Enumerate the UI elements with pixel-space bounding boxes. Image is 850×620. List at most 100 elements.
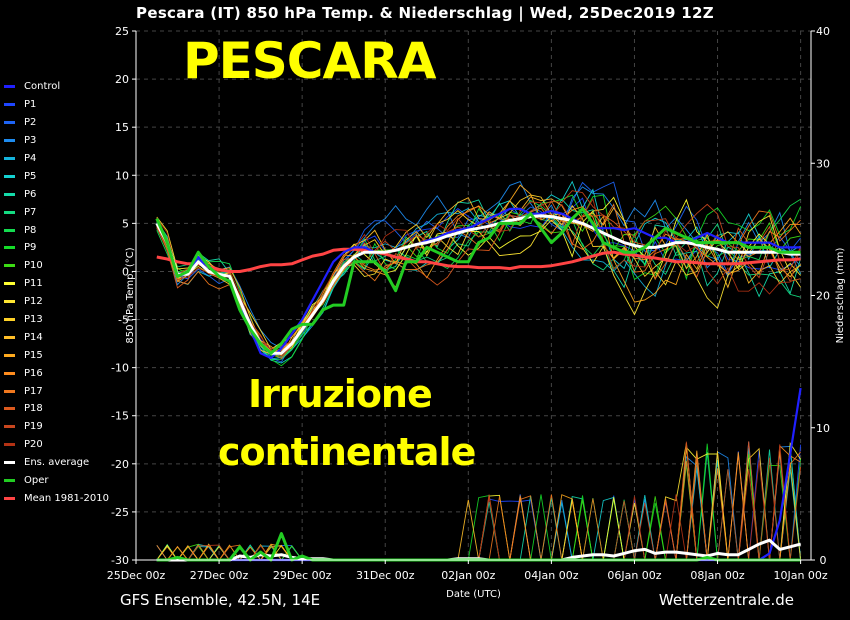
ensemble-members <box>156 180 802 561</box>
legend-item: P20 <box>4 436 109 454</box>
legend-label: P13 <box>24 314 43 326</box>
legend-swatch <box>4 335 15 339</box>
legend-item: P6 <box>4 185 109 203</box>
x-tick-label: 31Dec 00z <box>356 569 415 582</box>
legend-item: P7 <box>4 203 109 221</box>
legend-label: P15 <box>24 349 43 361</box>
legend-label: P19 <box>24 421 43 433</box>
legend-item: Ens. average <box>4 454 109 472</box>
legend-item: Mean 1981-2010 <box>4 489 109 507</box>
legend-label: P6 <box>24 188 37 200</box>
legend-label: P3 <box>24 135 37 147</box>
legend-label: Control <box>24 81 61 93</box>
legend-label: P20 <box>24 439 43 451</box>
x-axis-label: Date (UTC) <box>446 589 501 600</box>
legend-item: Control <box>4 78 109 96</box>
legend-item: P9 <box>4 239 109 257</box>
y2-tick-label: 10 <box>816 422 830 435</box>
legend-swatch <box>4 282 15 286</box>
legend-label: P8 <box>24 224 37 236</box>
legend-label: P17 <box>24 385 43 397</box>
legend-item: P19 <box>4 418 109 436</box>
legend-label: Mean 1981-2010 <box>24 492 109 504</box>
y-tick-label: -20 <box>111 458 129 471</box>
legend-item: P18 <box>4 400 109 418</box>
legend-swatch <box>4 425 15 429</box>
x-tick-label: 08Jan 00z <box>690 569 744 582</box>
x-tick-label: 25Dec 00z <box>107 569 166 582</box>
legend-label: P14 <box>24 331 43 343</box>
overlay-line-2: continentale <box>218 430 476 474</box>
legend-item: P16 <box>4 364 109 382</box>
legend-label: P5 <box>24 170 37 182</box>
y-axis-label: 850 hPa Temp. (°C) <box>125 247 136 343</box>
y-tick-label: -30 <box>111 554 129 567</box>
y-tick-label: -10 <box>111 362 129 375</box>
legend-swatch <box>4 174 15 178</box>
legend-label: P12 <box>24 296 43 308</box>
legend-swatch <box>4 443 15 447</box>
legend-label: Ens. average <box>24 457 90 469</box>
y-tick-label: -5 <box>118 314 129 327</box>
legend-swatch <box>4 461 15 465</box>
legend-item: P8 <box>4 221 109 239</box>
legend-label: P18 <box>24 403 43 415</box>
y-tick-label: 5 <box>122 217 129 230</box>
legend-label: P1 <box>24 99 37 111</box>
y-tick-label: 20 <box>115 73 129 86</box>
x-tick-label: 02Jan 00z <box>441 569 495 582</box>
mean-1981-2010-temp-line <box>156 247 801 273</box>
legend-swatch <box>4 210 15 214</box>
legend-item: P5 <box>4 167 109 185</box>
legend-swatch <box>4 157 15 160</box>
legend-item: P2 <box>4 114 109 132</box>
legend-swatch <box>4 85 15 89</box>
footer-model: GFS Ensemble, 42.5N, 14E <box>120 591 321 609</box>
legend-item: Oper <box>4 472 109 490</box>
y2-tick-label: 30 <box>816 157 830 170</box>
legend-item: P13 <box>4 311 109 329</box>
legend-swatch <box>4 353 15 357</box>
legend-item: P3 <box>4 132 109 150</box>
legend-swatch <box>4 264 15 268</box>
y-tick-label: -25 <box>111 506 129 519</box>
y-tick-label: 25 <box>115 25 129 38</box>
overlay-city: PESCARA <box>183 32 436 90</box>
legend-item: P14 <box>4 328 109 346</box>
legend-swatch <box>4 407 15 411</box>
highlight-series <box>155 207 802 562</box>
legend-item: P17 <box>4 382 109 400</box>
member-line-p15 <box>156 184 801 357</box>
member-line-p5 <box>156 180 801 364</box>
legend-label: P4 <box>24 153 37 164</box>
legend-label: P16 <box>24 367 43 379</box>
overlay-line-1: Irruzione <box>248 372 433 416</box>
legend-item: P4 <box>4 150 109 168</box>
y-tick-label: 0 <box>122 265 129 278</box>
x-tick-label: 27Dec 00z <box>190 569 249 582</box>
legend-swatch <box>4 103 15 107</box>
legend-label: Oper <box>24 475 49 487</box>
x-tick-label: 29Dec 00z <box>273 569 332 582</box>
legend-label: P11 <box>24 278 43 290</box>
legend-swatch <box>4 228 15 232</box>
member-line-p9 <box>156 194 802 367</box>
legend-item: P11 <box>4 275 109 293</box>
legend-label: P7 <box>24 206 37 218</box>
legend-label: P10 <box>24 260 43 272</box>
legend: Control P1 P2 P3 P4 P5 P6 P7 P8 P9 P10 P11 P12 P13 P14… <box>4 78 109 507</box>
legend-item: P10 <box>4 257 109 275</box>
legend-swatch <box>4 496 15 500</box>
legend-item: P1 <box>4 96 109 114</box>
legend-item: P15 <box>4 346 109 364</box>
legend-swatch <box>4 479 15 483</box>
y2-axis-label: Niederschlag (mm) <box>835 248 846 344</box>
y2-tick-label: 20 <box>816 290 830 303</box>
legend-swatch <box>4 389 15 393</box>
footer-source: Wetterzentrale.de <box>658 591 794 609</box>
legend-swatch <box>4 246 15 250</box>
legend-swatch <box>4 318 15 322</box>
legend-label: P9 <box>24 242 37 254</box>
member-line-p14 <box>156 196 801 355</box>
